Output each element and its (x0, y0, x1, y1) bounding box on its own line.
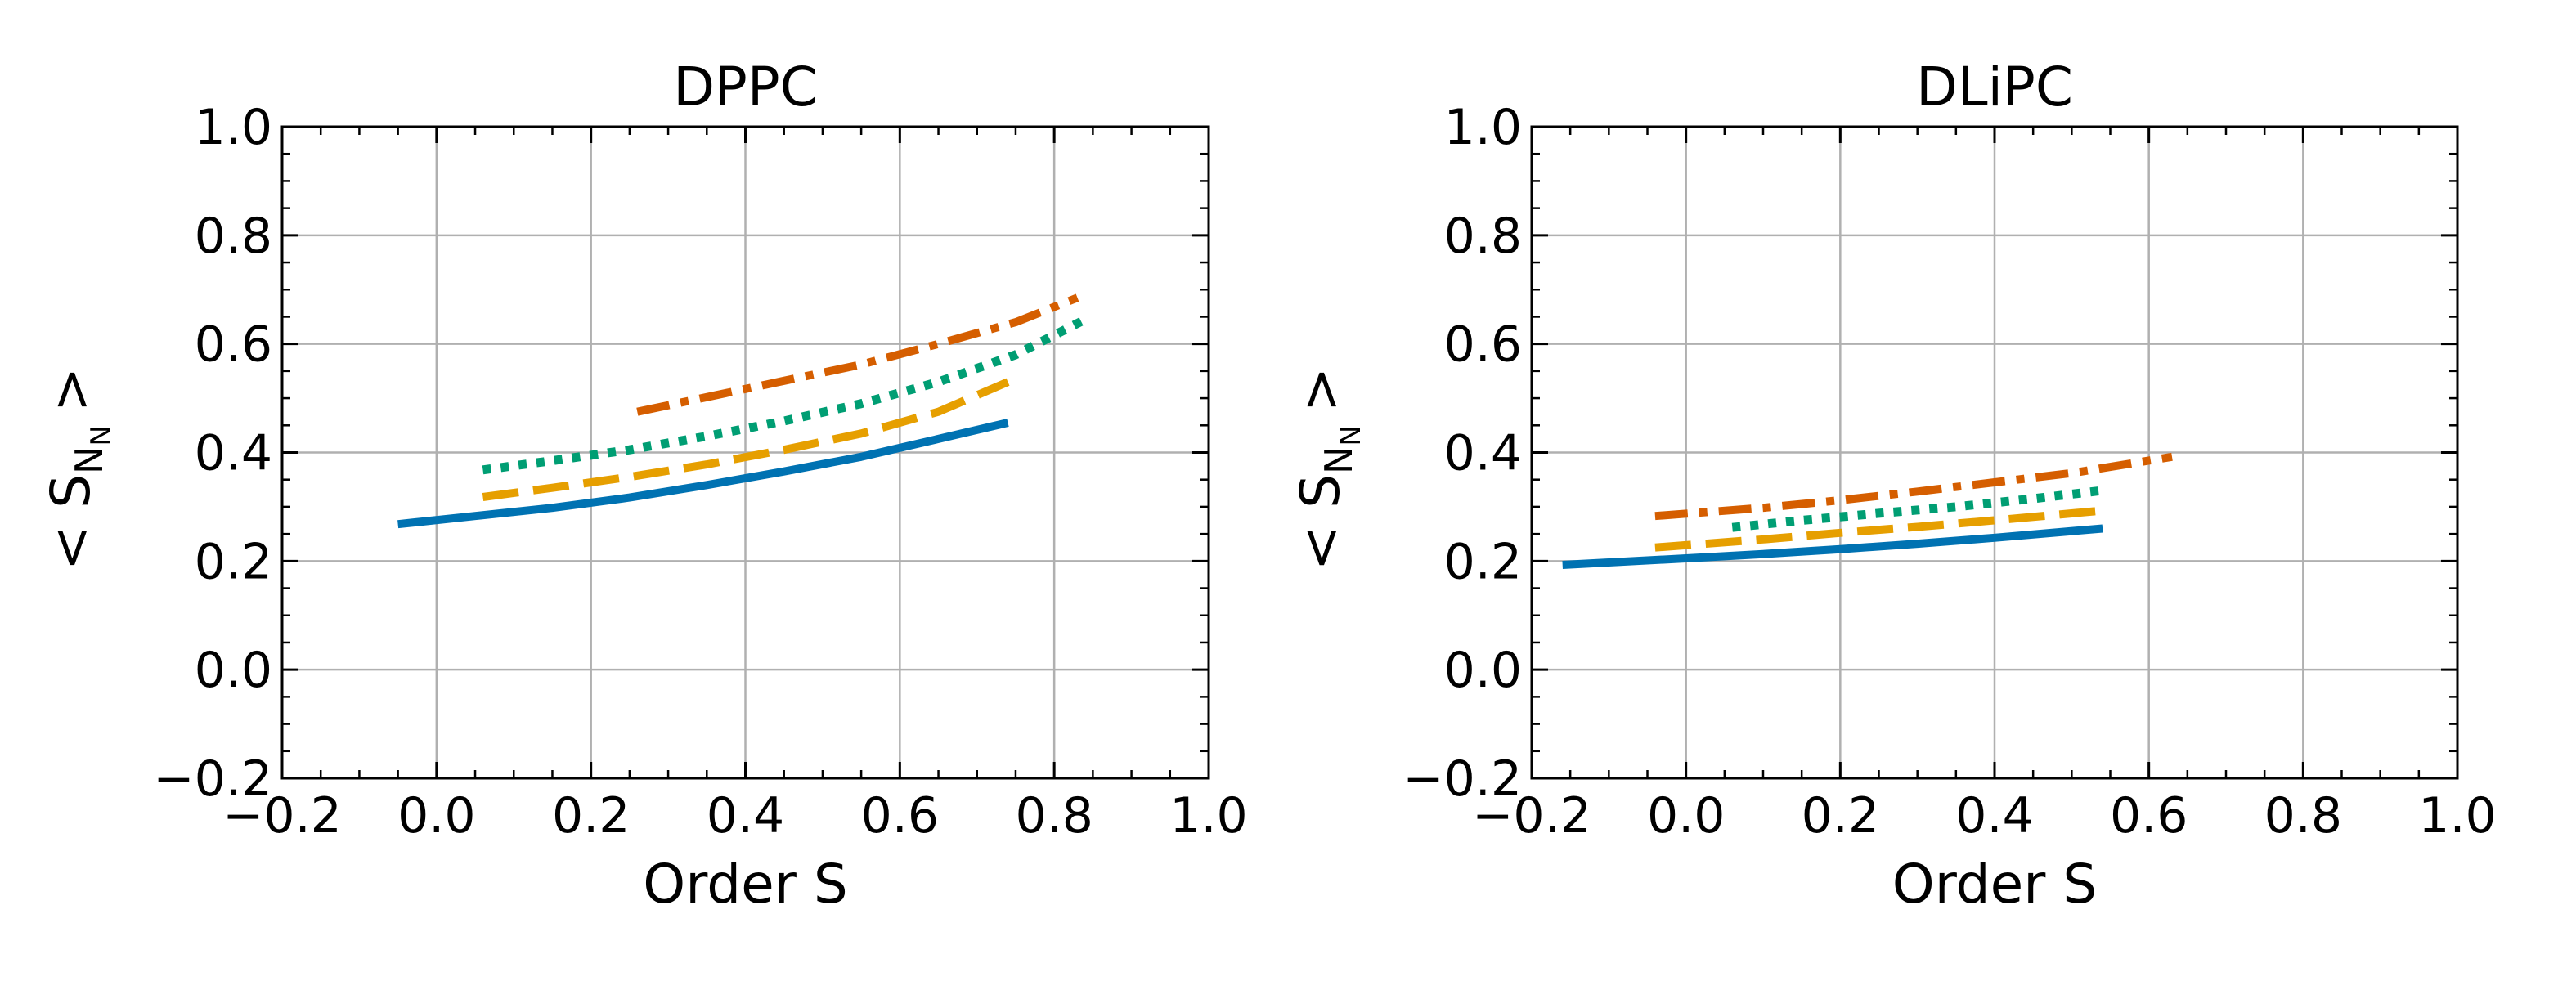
y-tick-label: 0.8 (195, 208, 272, 265)
y-tick-label: −0.2 (1402, 750, 1522, 808)
y-tick-label: 0.6 (195, 316, 272, 374)
x-tick-label: 0.2 (1802, 787, 1879, 844)
series-line-solid (1562, 524, 2103, 569)
chart-title: DPPC (673, 56, 818, 119)
series-line-dotted (482, 315, 1088, 475)
y-tick-label: 0.6 (1444, 316, 1522, 374)
y-axis-label-prefix: < S (39, 474, 102, 571)
y-tick-labels: −0.2 0.0 0.2 0.4 0.6 0.8 1.0 (153, 99, 272, 808)
series-line-dashed (1654, 506, 2103, 552)
series-line-dashdot (1654, 452, 2173, 521)
x-axis-label: Order S (1892, 853, 2097, 916)
x-tick-label: 1.0 (1169, 787, 1247, 844)
y-tick-label: 0.2 (1444, 533, 1522, 590)
x-tick-labels: −0.2 0.0 0.2 0.4 0.6 0.8 1.0 (1472, 787, 2497, 844)
series-line-dashed (482, 378, 1010, 501)
series-line-dotted (1731, 486, 2103, 532)
series-line-solid (397, 419, 1009, 529)
x-tick-label: 0.0 (397, 787, 475, 844)
series-layer (397, 293, 1088, 529)
y-tick-label: 0.4 (195, 425, 272, 482)
series-layer (1562, 452, 2173, 569)
y-axis-label: < SNN> (1289, 367, 1367, 571)
y-axis-label-prefix: < S (1289, 474, 1352, 571)
series-line-dashdot (636, 293, 1079, 416)
chart-panel-dlipc: −0.2 0.0 0.2 0.4 0.6 0.8 1.0 −0.2 0.0 0.2 0.4 0.6 0… (1289, 56, 2497, 916)
y-tick-label: 1.0 (195, 99, 272, 156)
y-tick-label: 1.0 (1444, 99, 1522, 156)
x-tick-label: 0.2 (552, 787, 630, 844)
y-tick-label: −0.2 (153, 750, 272, 808)
x-tick-label: 0.6 (2110, 787, 2188, 844)
y-axis-label-subsubscript: N (1335, 425, 1367, 446)
tick-marks (280, 125, 1210, 780)
x-tick-labels: −0.2 0.0 0.2 0.4 0.6 0.8 1.0 (222, 787, 1248, 844)
x-tick-label: 0.8 (2264, 787, 2342, 844)
y-axis-label-suffix: > (1289, 367, 1352, 412)
y-axis-label-subsubscript: N (85, 425, 118, 446)
y-tick-label: 0.4 (1444, 425, 1522, 482)
x-tick-label: 0.4 (707, 787, 784, 844)
y-tick-label: 0.0 (1444, 642, 1522, 699)
x-tick-label: 1.0 (2418, 787, 2496, 844)
y-tick-label: 0.0 (195, 642, 272, 699)
y-axis-label-subscript: N (67, 446, 111, 474)
y-axis-label-subscript: N (1317, 446, 1361, 474)
y-tick-labels: −0.2 0.0 0.2 0.4 0.6 0.8 1.0 (1402, 99, 1522, 808)
x-tick-label: 0.6 (861, 787, 939, 844)
x-tick-label: −0.2 (1472, 787, 1591, 844)
x-tick-label: 0.8 (1015, 787, 1093, 844)
tick-marks (1530, 125, 2459, 780)
y-axis-label-suffix: > (39, 367, 102, 412)
chart-title: DLiPC (1916, 56, 2073, 119)
y-tick-label: 0.2 (195, 533, 272, 590)
x-tick-label: −0.2 (222, 787, 342, 844)
x-tick-label: 0.0 (1647, 787, 1725, 844)
x-tick-label: 0.4 (1955, 787, 2033, 844)
y-axis-label: < SNN> (39, 367, 118, 571)
y-tick-label: 0.8 (1444, 208, 1522, 265)
x-axis-label: Order S (643, 853, 847, 916)
chart-panel-dppc: −0.2 0.0 0.2 0.4 0.6 0.8 1.0 −0.2 0.0 0.2 0.4 0.6 0… (39, 56, 1248, 916)
